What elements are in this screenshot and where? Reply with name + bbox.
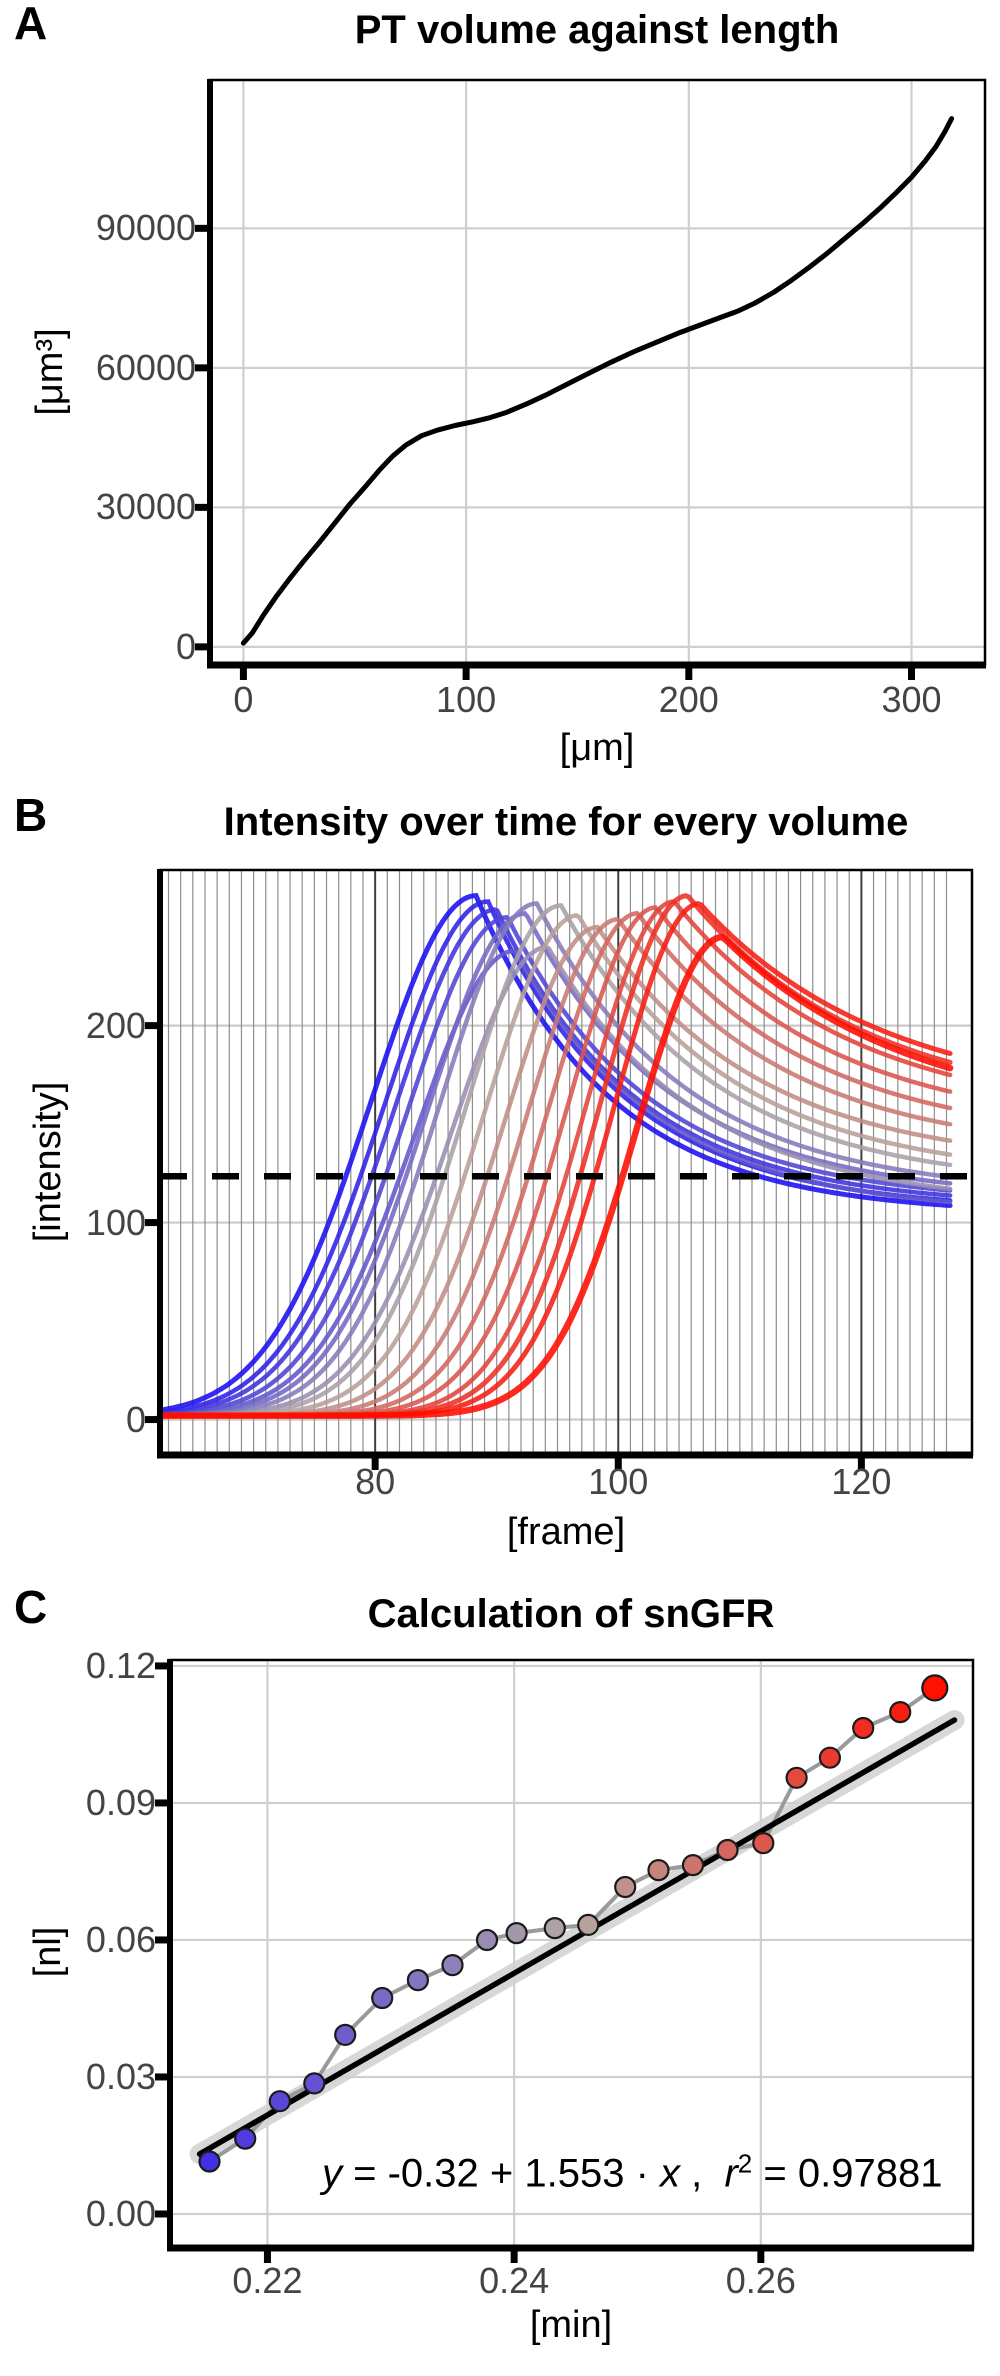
y-axis-title-b: [intensity] [27,1081,69,1243]
scatter-point [681,1854,705,1877]
scatter-point [475,1928,499,1952]
x-tick-label-100: 100 [436,679,497,720]
chart-title-c: Calculation of snGFR [367,1592,775,1636]
y-axis-title-a: [μm³] [29,328,71,416]
scatter-point [577,1913,600,1936]
y-tick-label-0: 0 [125,1398,146,1440]
intensity-curve [157,907,953,1416]
intensity-curve [157,948,953,1418]
y-tick-label-30000: 30000 [95,486,196,528]
y-tick-label-90000: 90000 [95,207,196,249]
equation-r-variable: r [724,2151,738,2196]
intensity-curve [157,914,953,1417]
x-tick-label-100: 100 [588,1461,649,1502]
x-axis-title-c: [min] [529,2304,613,2346]
scatter-point [303,2072,326,2095]
y-tick-label-100: 100 [85,1201,146,1243]
x-tick-label-80: 80 [355,1461,396,1502]
plot-area-c [155,1658,975,2263]
x-tick-label-120: 120 [831,1461,892,1502]
y-tick-label-200: 200 [85,1004,146,1046]
scatter-point [752,1832,775,1855]
x-tick-label-0: 0 [233,679,254,720]
chart-title-b: Intensity over time for every volume [223,800,909,844]
y-tick-label-0.12: 0.12 [85,1644,156,1686]
scatter-point [852,1716,875,1740]
tick-marks [195,224,916,680]
panel-letter-c: C [14,1581,48,1633]
tick-marks [155,1662,765,2263]
regression-equation: y = -0.32 + 1.553 · x , r2 = 0.97881 [278,2111,943,2234]
chart-title-a: PT volume against length [354,8,840,52]
equation-y-variable: y [322,2151,343,2196]
intensity-curve [157,892,953,1413]
equation-coefficients: = -0.32 + 1.553 · [342,2151,661,2196]
equation-x-variable: x [660,2151,681,2196]
scatter-point [921,1674,949,1702]
scatter-point [198,2150,221,2173]
x-tick-label-200: 200 [658,679,719,720]
regression-line [196,1717,958,2157]
scatter-point [441,1954,464,1977]
intensity-curve [157,944,953,1418]
plot-area-b [145,868,974,1470]
y-tick-label-60000: 60000 [95,346,196,388]
x-tick-label-0.26: 0.26 [725,2260,796,2301]
data-points [198,1674,949,2173]
x-axis-title-b: [frame] [506,1511,626,1553]
intensity-curve [157,911,953,1418]
equation-r-squared-value: = 0.97881 [752,2151,943,2196]
plot-area-a [195,78,987,680]
y-tick-label-0: 0 [175,625,196,667]
scatter-point [371,1986,394,2010]
intensity-curve [157,913,953,1418]
scatter-point [889,1701,912,1724]
intensity-curves [156,892,954,1419]
y-tick-label-0.00: 0.00 [85,2192,156,2234]
panel-c-sngfr-calculation: C Calculation of snGFR [nl] [min] y = -0… [0,1584,1000,2376]
volume-length-curve [240,116,955,646]
y-tick-label-0.03: 0.03 [85,2055,156,2097]
scatter-point [334,2023,357,2046]
intensity-curve [156,933,954,1419]
gridlines-A [210,80,985,665]
y-tick-label-0.06: 0.06 [85,1918,156,1960]
panel-border [208,78,987,667]
scatter-point [543,1917,566,1940]
scatter-point [818,1746,842,1769]
panel-a-volume-vs-length: A PT volume against length [μm³] [μm] 0 1… [0,0,1000,792]
scatter-point [234,2127,257,2150]
x-tick-label-0.22: 0.22 [232,2260,303,2301]
intensity-curve [157,903,953,1418]
equation-r-exponent: 2 [737,2148,753,2179]
scatter-point [406,1969,429,1992]
y-tick-label-0.09: 0.09 [85,1781,156,1823]
scatter-point [268,2090,291,2113]
panel-letter-a: A [14,0,48,49]
x-tick-label-300: 300 [881,679,942,720]
panel-b-intensity-over-time: B Intensity over time for every volume [… [0,792,1000,1584]
scatter-point [716,1838,739,1862]
scatter-point [785,1766,808,1789]
scatter-point [614,1875,637,1899]
panel-letter-b: B [14,789,48,841]
point-connector-line [208,1686,936,2164]
scatter-point [647,1859,670,1882]
y-axis-title-c: [nl] [27,1926,69,1978]
intensity-curve [157,901,953,1418]
tick-marks [145,1022,865,1470]
equation-separator: , [680,2151,725,2196]
x-tick-label-0.24: 0.24 [479,2260,550,2301]
scatter-point [505,1922,528,1945]
x-axis-title-a: [μm] [559,727,635,769]
